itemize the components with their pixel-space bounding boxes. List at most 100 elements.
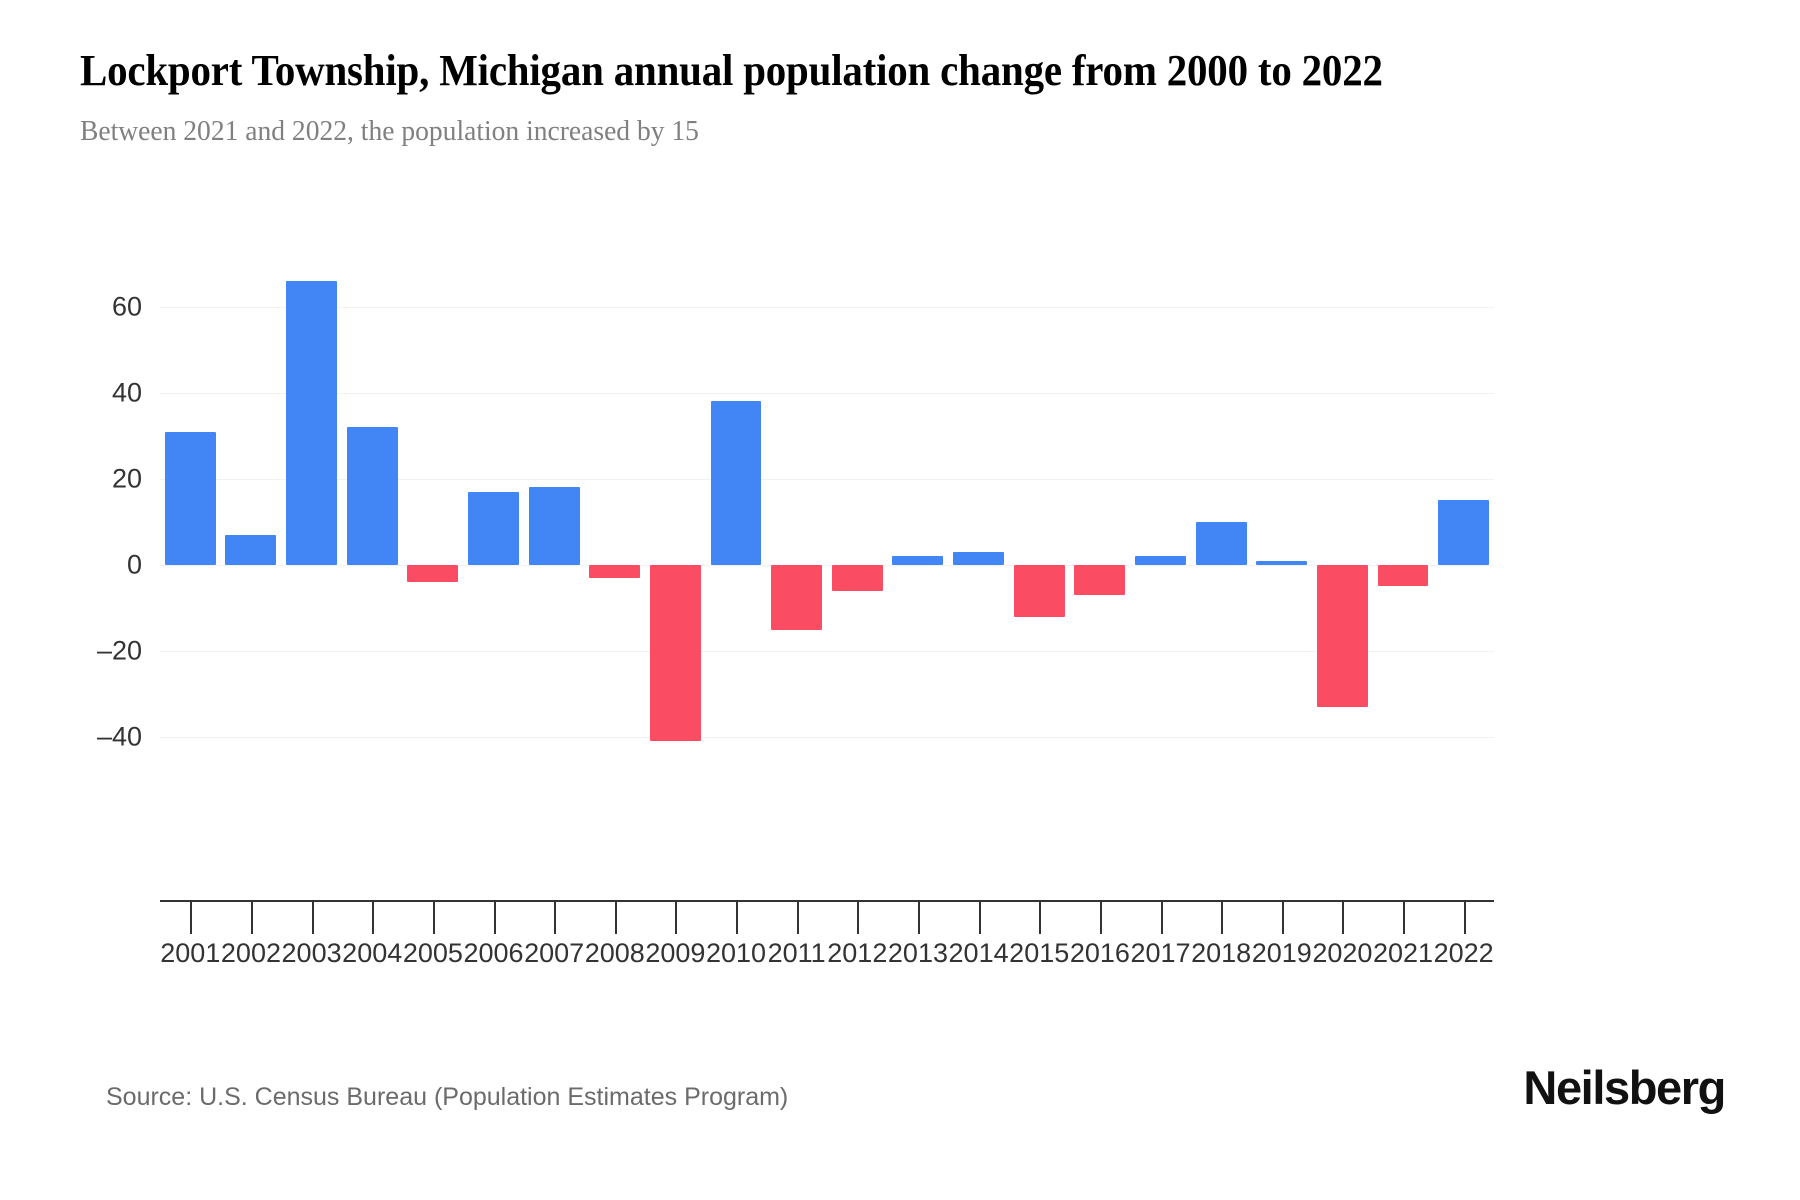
bar-2008[interactable] [589, 564, 641, 578]
bar-2003[interactable] [286, 280, 338, 565]
x-axis-label-2017: 2017 [1130, 938, 1191, 968]
bar-2020[interactable] [1316, 564, 1368, 708]
x-axis-label-2007: 2007 [524, 938, 585, 968]
x-axis-label-2022: 2022 [1433, 938, 1494, 968]
x-axis-label-2012: 2012 [827, 938, 888, 968]
bar-slot [827, 255, 888, 763]
bar-2006[interactable] [468, 491, 519, 565]
bar-slot [1433, 255, 1494, 763]
bar-slot [706, 255, 767, 763]
x-axis-label-2018: 2018 [1191, 938, 1252, 968]
x-axis-tick [1221, 901, 1224, 934]
bar-slot [948, 255, 1009, 763]
bar-2005[interactable] [407, 564, 459, 583]
x-axis-tick [978, 901, 981, 934]
x-axis-label-2004: 2004 [342, 938, 403, 968]
bar-slot [281, 255, 342, 763]
x-axis-tick [311, 901, 314, 934]
x-axis-tick [432, 901, 435, 934]
bar-2001[interactable] [164, 431, 216, 565]
x-axis-tick [1403, 901, 1406, 934]
bar-2002[interactable] [225, 534, 277, 565]
bar-slot [221, 255, 282, 763]
x-axis-label-2006: 2006 [463, 938, 524, 968]
brand-logo: Neilsberg [1523, 1061, 1726, 1114]
x-axis-tick [190, 901, 193, 934]
bar-slot [1070, 255, 1131, 763]
page-title: Lockport Township, Michigan annual popul… [80, 46, 1383, 95]
x-axis-label-2013: 2013 [887, 938, 948, 968]
bar-2018[interactable] [1195, 521, 1247, 565]
y-axis-label: 40 [111, 377, 142, 408]
bar-slot [524, 255, 585, 763]
bar-2015[interactable] [1013, 564, 1065, 617]
x-axis-tick [675, 901, 678, 934]
bar-2017[interactable] [1135, 556, 1186, 565]
x-axis-tick [250, 901, 253, 934]
x-axis-tick [1342, 901, 1345, 934]
y-axis-label: 20 [111, 463, 142, 494]
bar-slot [1009, 255, 1070, 763]
x-axis-label-2021: 2021 [1372, 938, 1434, 968]
x-axis-label-2020: 2020 [1312, 938, 1373, 968]
bar-2022[interactable] [1438, 500, 1490, 565]
x-axis-tick [614, 901, 617, 934]
gridline-20 [160, 478, 1494, 480]
bar-slot [888, 255, 949, 763]
bar-2019[interactable] [1256, 560, 1308, 565]
source-note: Source: U.S. Census Bureau (Population E… [106, 1083, 789, 1111]
x-axis-label-2002: 2002 [220, 938, 281, 968]
bar-slot [160, 255, 221, 763]
bar-slot [1191, 255, 1252, 763]
x-axis-tick [1281, 901, 1284, 934]
bars-group [160, 255, 1494, 763]
x-axis-label-2003: 2003 [281, 938, 342, 968]
x-axis-tick [493, 901, 496, 934]
y-axis-label: 60 [111, 291, 142, 322]
x-axis-label-2019: 2019 [1251, 938, 1312, 968]
x-axis-line [160, 900, 1494, 902]
chart-header: Lockport Township, Michigan annual popul… [80, 44, 1780, 151]
bar-2009[interactable] [649, 564, 701, 742]
gridline-60 [160, 306, 1494, 308]
x-axis-tick [372, 901, 375, 934]
bar-2007[interactable] [528, 487, 580, 565]
x-axis-label-2009: 2009 [645, 938, 706, 968]
x-axis-label-2015: 2015 [1009, 938, 1070, 968]
x-axis-tick [1463, 901, 1466, 934]
gridlines-group [160, 255, 1494, 763]
bar-slot [1373, 255, 1434, 763]
x-axis-label-2011: 2011 [767, 938, 826, 968]
bar-2010[interactable] [710, 401, 762, 565]
bar-slot [403, 255, 464, 763]
bar-2013[interactable] [892, 556, 944, 565]
bar-slot [645, 255, 706, 763]
gridline--20 [160, 651, 1494, 653]
bar-slot [584, 255, 645, 763]
y-axis-label: 0 [126, 549, 142, 580]
bar-slot [1251, 255, 1312, 763]
x-axis-tick [1039, 901, 1042, 934]
x-axis-tick [857, 901, 860, 934]
bar-slot [463, 255, 524, 763]
bar-2004[interactable] [346, 427, 398, 565]
x-axis-tick [1099, 901, 1102, 934]
bar-2014[interactable] [953, 552, 1005, 565]
x-axis-tick [554, 901, 557, 934]
y-axis-label: –40 [96, 721, 142, 752]
bar-slot [766, 255, 827, 763]
x-axis-tick [796, 901, 799, 934]
gridline-0 [160, 564, 1494, 566]
bar-2021[interactable] [1377, 564, 1429, 587]
gridline-40 [160, 392, 1494, 394]
x-axis-label-2008: 2008 [584, 938, 645, 968]
bar-slot [342, 255, 403, 763]
x-axis-label-2001: 2001 [160, 938, 221, 968]
bar-2011[interactable] [771, 564, 823, 630]
bar-2016[interactable] [1074, 564, 1126, 596]
y-axis-label: –20 [96, 635, 142, 666]
bar-2012[interactable] [831, 564, 883, 591]
bar-slot [1130, 255, 1191, 763]
